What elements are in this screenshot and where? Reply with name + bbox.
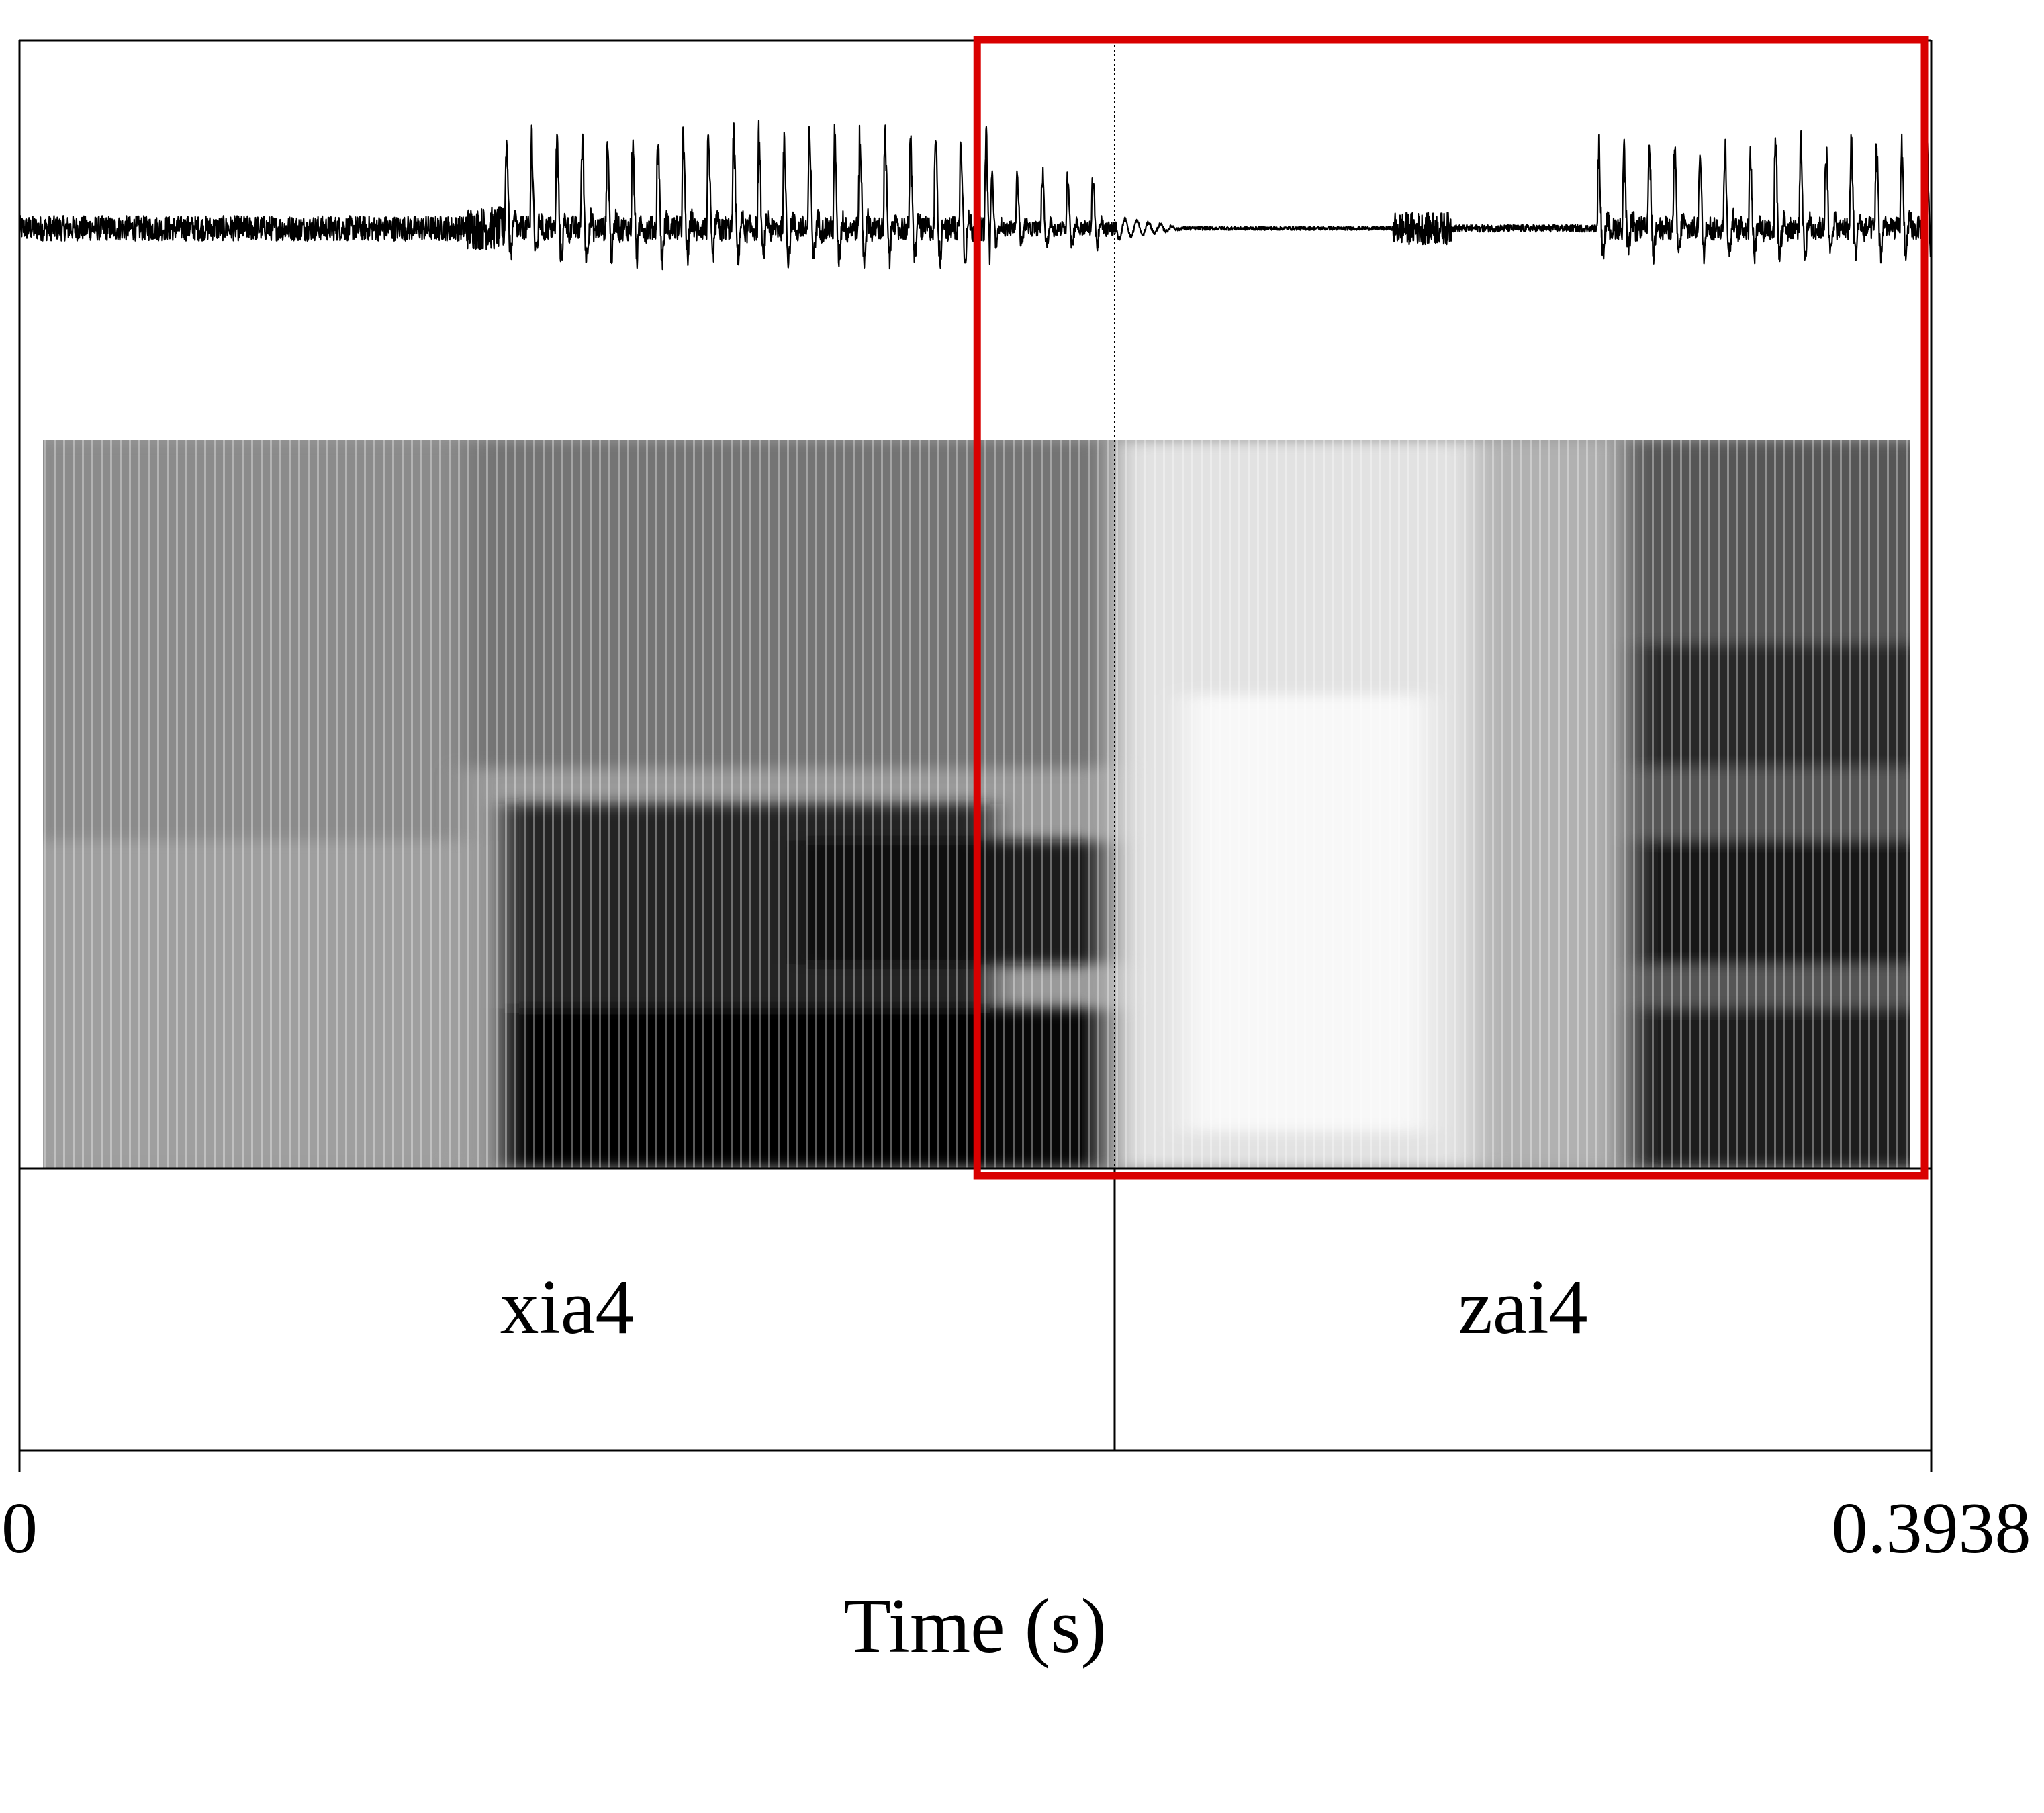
interval-label-xia4: xia4 (500, 1264, 635, 1350)
x-axis-title: Time (s) (843, 1583, 1107, 1669)
interval-label-zai4: zai4 (1458, 1264, 1587, 1350)
highlight-box (973, 36, 1929, 1180)
x-tick-label-end: 0.3938 (1832, 1489, 2031, 1569)
x-tick-label-start: 0 (1, 1489, 38, 1569)
